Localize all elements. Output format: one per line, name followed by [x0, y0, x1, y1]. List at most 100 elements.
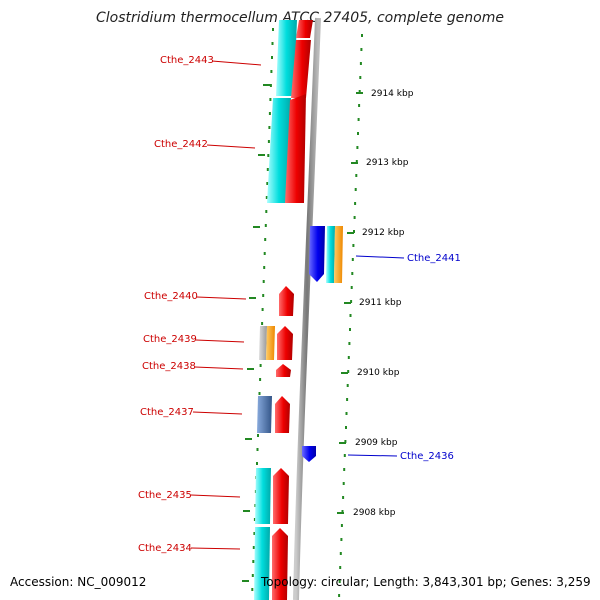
major-tick	[253, 226, 260, 228]
forward-gene-arrow	[272, 528, 288, 600]
tick-dot	[267, 140, 270, 143]
leader-line	[196, 296, 247, 300]
forward-gene-arrow	[273, 468, 289, 524]
tick-dot	[346, 398, 349, 401]
gene-label-cthe-2436[interactable]: Cthe_2436	[347, 451, 454, 462]
tick-dot	[349, 328, 351, 331]
scale-label: 2914 kbp	[371, 89, 414, 99]
tick-dot	[348, 342, 351, 345]
tick-dot	[256, 448, 259, 451]
major-tick	[337, 512, 344, 514]
forward-gene-arrow	[279, 286, 294, 316]
scale-label: 2908 kbp	[353, 508, 396, 518]
leader-line	[211, 60, 262, 66]
genome-stats-label: Topology: circular; Length: 3,843,301 bp…	[261, 575, 591, 589]
tick-dot	[357, 118, 360, 121]
tick-dot	[339, 566, 342, 569]
major-tick	[344, 302, 351, 304]
tick-dot	[256, 462, 258, 465]
tick-dot	[349, 314, 352, 317]
tick-dot	[359, 62, 362, 65]
tick-dot	[338, 580, 341, 583]
tick-dot	[347, 356, 350, 359]
scale-label: 2911 kbp	[359, 298, 402, 308]
major-tick	[249, 297, 256, 299]
tick-dot	[263, 266, 266, 269]
tick-dot	[262, 294, 265, 297]
cyan-gene-block	[267, 98, 291, 203]
genome-backbone	[293, 17, 321, 600]
forward-gene-arrow	[291, 40, 311, 98]
tick-dot	[350, 300, 353, 303]
tick-dot	[345, 412, 348, 415]
tick-dot	[338, 594, 341, 597]
tick-dot	[358, 104, 361, 107]
cyan-gene-block	[254, 527, 270, 600]
reverse-gene-arrow	[302, 446, 316, 462]
major-tick	[347, 232, 354, 234]
forward-gene-arrow	[285, 94, 306, 203]
gene-label-cthe-2437[interactable]: Cthe_2437	[140, 407, 243, 418]
tick-dot	[360, 48, 363, 51]
tick-dot	[347, 370, 350, 373]
gene-label-cthe-2438[interactable]: Cthe_2438	[142, 361, 244, 372]
major-tick	[339, 442, 346, 444]
tick-dot	[270, 70, 273, 73]
tick-dot	[263, 252, 266, 255]
gene-label-cthe-2439[interactable]: Cthe_2439	[143, 334, 245, 345]
tick-dot	[268, 112, 271, 115]
tick-dot	[351, 258, 354, 261]
gene-label-cthe-2434[interactable]: Cthe_2434	[138, 543, 241, 554]
tick-dot	[265, 210, 268, 213]
scale-label: 2909 kbp	[355, 438, 398, 448]
tick-dot	[352, 244, 355, 247]
tick-dot	[357, 132, 359, 135]
gene-label-cthe-2443[interactable]: Cthe_2443	[160, 55, 262, 66]
tick-dot	[252, 560, 255, 563]
tick-dot	[343, 468, 346, 471]
leader-line	[190, 547, 241, 550]
gene-label-text: Cthe_2438	[142, 361, 196, 372]
major-tick	[356, 92, 363, 94]
tick-dot	[346, 384, 349, 387]
tick-dot	[342, 482, 345, 485]
tick-dot	[354, 188, 357, 191]
orange-gene-block	[266, 326, 275, 360]
forward-gene-arrow	[296, 20, 313, 38]
gene-label-text: Cthe_2435	[138, 490, 192, 501]
tick-dot	[269, 84, 272, 87]
leader-line	[355, 255, 405, 259]
tick-dot	[272, 28, 274, 31]
scale-label: 2912 kbp	[362, 228, 405, 238]
gene-label-cthe-2435[interactable]: Cthe_2435	[138, 490, 241, 501]
tick-dot	[259, 364, 262, 367]
forward-gene-arrow	[275, 396, 290, 433]
tick-dot	[267, 154, 270, 157]
tick-dot	[350, 286, 353, 289]
tick-dot	[355, 160, 358, 163]
tick-dot	[268, 126, 271, 129]
gene-label-text: Cthe_2436	[400, 451, 454, 462]
tick-dot	[251, 574, 254, 577]
tick-dot	[353, 216, 356, 219]
right-major-ticks	[337, 92, 363, 514]
gene-label-cthe-2442[interactable]: Cthe_2442	[154, 139, 256, 150]
cyan-gene-block	[276, 20, 297, 96]
accession-label: Accession: NC_009012	[10, 575, 147, 589]
tick-dot	[262, 280, 265, 283]
cyan-gene-block	[255, 468, 271, 524]
tick-dot	[252, 546, 255, 549]
tick-dot	[261, 308, 264, 311]
map-title: Clostridium thermocellum ATCC 27405, com…	[96, 10, 504, 26]
gene-label-text: Cthe_2439	[143, 334, 197, 345]
tick-dot	[342, 496, 345, 499]
tick-dot	[266, 168, 269, 171]
tick-dot	[259, 378, 262, 381]
tick-dot	[358, 90, 361, 93]
tick-dot	[353, 230, 355, 233]
tick-dot	[340, 524, 343, 527]
gene-label-cthe-2441[interactable]: Cthe_2441	[355, 253, 461, 264]
gene-label-cthe-2440[interactable]: Cthe_2440	[144, 291, 247, 302]
gene-label-text: Cthe_2440	[144, 291, 198, 302]
